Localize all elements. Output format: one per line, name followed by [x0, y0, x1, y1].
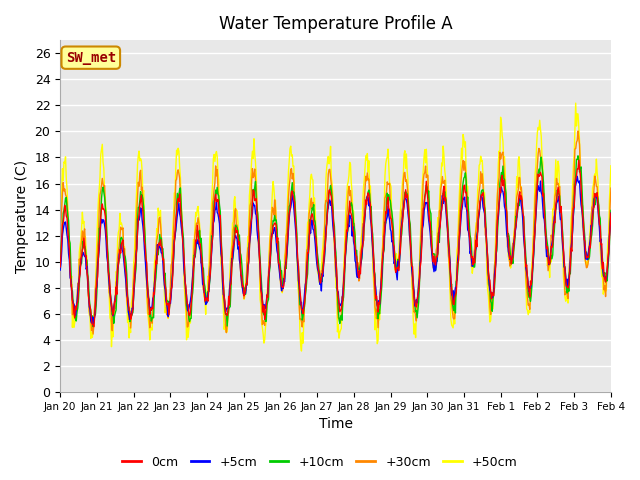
Text: SW_met: SW_met — [66, 51, 116, 65]
Title: Water Temperature Profile A: Water Temperature Profile A — [219, 15, 452, 33]
Legend: 0cm, +5cm, +10cm, +30cm, +50cm: 0cm, +5cm, +10cm, +30cm, +50cm — [117, 451, 523, 474]
Y-axis label: Temperature (C): Temperature (C) — [15, 159, 29, 273]
X-axis label: Time: Time — [319, 418, 353, 432]
